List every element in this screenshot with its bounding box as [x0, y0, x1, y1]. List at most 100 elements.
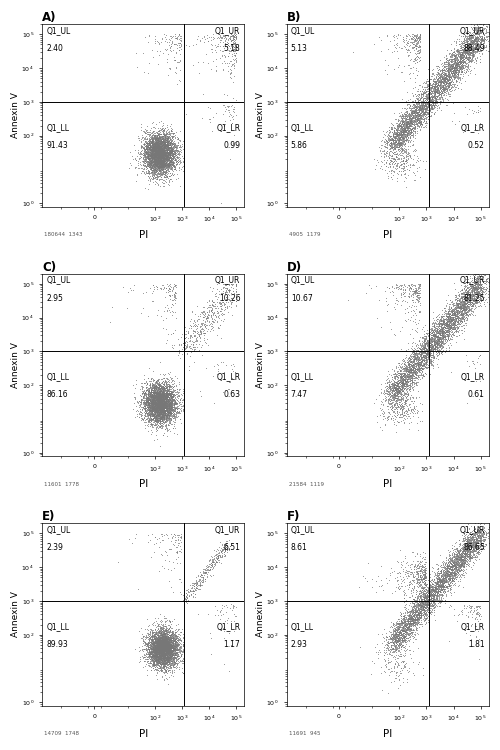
- Point: [405, 620, 413, 632]
- Point: [419, 346, 427, 358]
- Point: [150, 406, 158, 418]
- Point: [138, 155, 146, 167]
- Point: [208, 315, 216, 327]
- Point: [460, 42, 468, 54]
- Point: [156, 390, 164, 402]
- Point: [414, 292, 422, 304]
- Point: [147, 162, 155, 174]
- Point: [178, 649, 186, 661]
- Point: [157, 148, 165, 160]
- Point: [155, 38, 163, 50]
- Point: [404, 147, 412, 159]
- Point: [436, 63, 444, 75]
- Point: [166, 651, 173, 663]
- Point: [398, 616, 406, 628]
- Point: [154, 636, 162, 648]
- Point: [434, 331, 442, 343]
- Point: [424, 341, 432, 353]
- Point: [150, 153, 158, 165]
- Point: [148, 156, 156, 168]
- Point: [418, 582, 426, 594]
- Point: [380, 632, 388, 644]
- Point: [161, 384, 169, 396]
- Point: [466, 601, 473, 613]
- Point: [441, 86, 449, 98]
- Point: [388, 643, 396, 655]
- Point: [192, 576, 200, 588]
- Point: [396, 368, 404, 380]
- Point: [156, 173, 164, 185]
- Point: [408, 340, 416, 352]
- Point: [165, 142, 173, 154]
- Point: [168, 137, 176, 149]
- Point: [162, 644, 170, 656]
- Point: [480, 541, 488, 553]
- Point: [171, 297, 179, 309]
- Point: [150, 644, 158, 656]
- Point: [158, 160, 166, 172]
- Point: [452, 292, 460, 304]
- Point: [154, 398, 162, 410]
- Point: [386, 388, 394, 400]
- Point: [152, 640, 160, 652]
- Point: [459, 550, 467, 562]
- Point: [410, 366, 418, 378]
- Point: [154, 414, 162, 426]
- Point: [402, 641, 409, 653]
- Point: [212, 53, 220, 65]
- Point: [164, 650, 172, 662]
- Point: [160, 403, 168, 415]
- Point: [146, 396, 154, 408]
- Point: [151, 408, 159, 420]
- Point: [430, 78, 438, 90]
- Point: [160, 387, 168, 399]
- Point: [397, 382, 405, 394]
- Point: [158, 156, 166, 168]
- Point: [208, 310, 216, 322]
- Point: [158, 403, 166, 415]
- Point: [212, 283, 220, 295]
- Point: [158, 388, 166, 400]
- Point: [156, 141, 164, 153]
- Point: [436, 82, 444, 94]
- Point: [146, 392, 154, 404]
- Point: [447, 316, 455, 328]
- Point: [475, 533, 483, 545]
- Point: [422, 351, 430, 363]
- Point: [166, 159, 174, 171]
- Point: [164, 140, 172, 152]
- Point: [152, 160, 160, 172]
- Point: [161, 146, 169, 158]
- Point: [152, 381, 160, 393]
- Point: [426, 80, 434, 92]
- Point: [376, 646, 384, 658]
- Point: [418, 113, 426, 125]
- Point: [157, 627, 165, 639]
- Point: [166, 393, 173, 405]
- Point: [447, 63, 455, 75]
- Point: [391, 387, 399, 399]
- Point: [396, 374, 404, 386]
- Point: [151, 652, 159, 664]
- Point: [426, 77, 434, 89]
- Point: [420, 589, 428, 601]
- Point: [406, 125, 414, 137]
- Point: [394, 623, 402, 635]
- Point: [150, 136, 158, 148]
- Point: [394, 152, 402, 164]
- Point: [177, 648, 185, 660]
- Point: [410, 593, 418, 605]
- Point: [148, 132, 156, 144]
- Point: [428, 329, 436, 341]
- Point: [444, 584, 452, 596]
- Point: [405, 124, 413, 136]
- Point: [412, 30, 420, 42]
- Point: [148, 629, 156, 641]
- Point: [434, 74, 442, 86]
- Point: [149, 617, 157, 629]
- Point: [146, 394, 154, 406]
- Point: [470, 604, 478, 616]
- Point: [148, 165, 156, 177]
- Point: [396, 139, 404, 151]
- Point: [173, 402, 181, 414]
